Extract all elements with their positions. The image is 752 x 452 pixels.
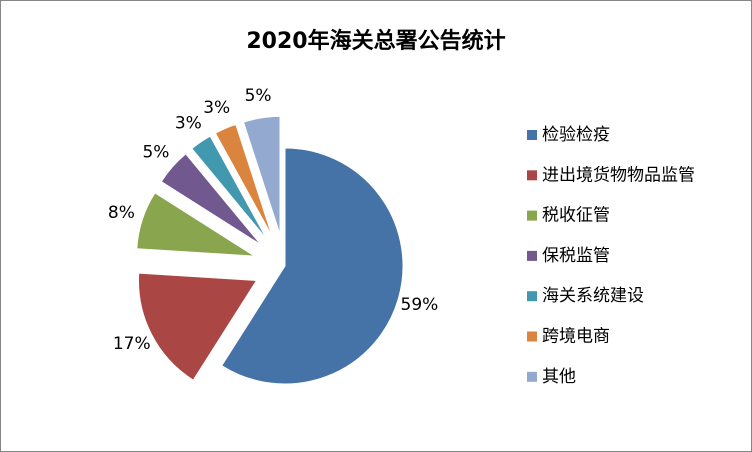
pie-slice [191,135,268,240]
pie-slice [242,115,281,235]
legend-label: 检验检疫 [542,125,610,145]
pie-slice [136,192,255,257]
pie-slice [221,147,404,385]
legend-label: 进出境货物物品监管 [542,165,695,185]
data-label: 59% [401,295,439,315]
legend-swatch [527,250,537,261]
chart-title: 2020年海关总署公告统计 [246,28,505,54]
data-label: 5% [142,142,169,162]
legend-swatch [527,170,537,181]
legend-swatch [527,291,537,302]
legend-label: 税收征管 [542,206,610,226]
pie-slice [137,272,258,381]
pie-slice [214,123,273,237]
legend-swatch [527,371,537,382]
data-label: 3% [175,114,202,134]
legend-swatch [527,130,537,140]
data-label: 5% [245,86,272,106]
data-label: 17% [113,334,151,354]
pie-slice [160,153,262,246]
data-label: 3% [203,98,230,118]
legend-swatch [527,210,537,221]
legend-label: 跨境电商 [542,327,610,347]
legend-label: 保税监管 [542,246,610,266]
data-label: 8% [108,203,135,223]
legend-label: 海关系统建设 [542,286,644,306]
legend-swatch [527,331,537,342]
legend-label: 其他 [542,367,576,387]
